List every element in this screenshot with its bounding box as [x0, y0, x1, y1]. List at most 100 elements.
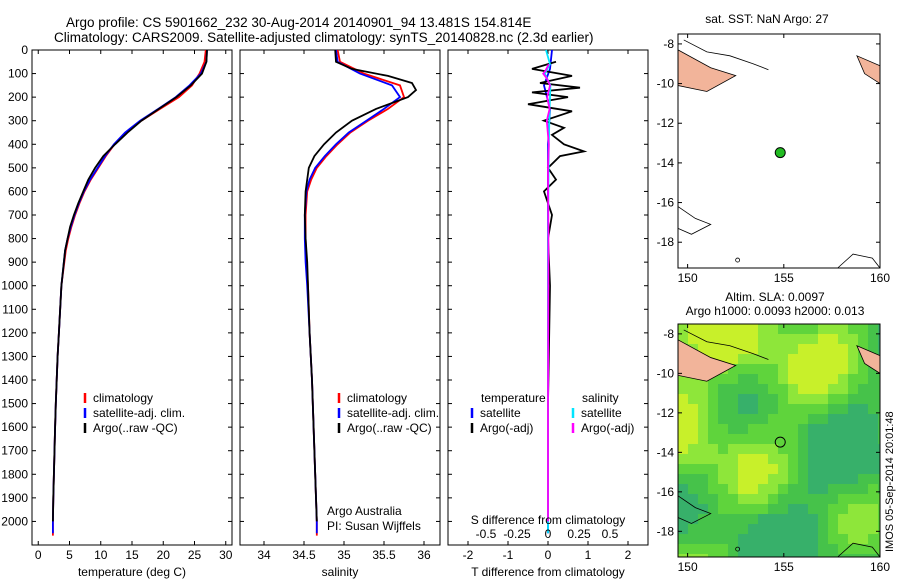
sla-cell [728, 414, 738, 424]
sla-cell [748, 474, 758, 484]
sla-cell [848, 504, 858, 514]
reef-outline [677, 495, 712, 524]
sla-cell [808, 334, 818, 344]
y-tick-label: 1800 [1, 467, 28, 481]
sla-cell [688, 514, 698, 524]
sla-cell [878, 444, 880, 454]
sla-cell [728, 454, 738, 464]
sla-cell [788, 454, 798, 464]
sla-cell [868, 504, 878, 514]
sla-cell [878, 324, 880, 334]
x-tick-label: 0 [545, 548, 552, 562]
sla-cell [708, 424, 718, 434]
sla-cell [708, 514, 718, 524]
sla-cell [838, 504, 848, 514]
sla-cell [828, 414, 838, 424]
sla-cell [818, 374, 828, 384]
sla-cell [718, 544, 728, 554]
sla-cell [738, 454, 748, 464]
sla-cell [698, 394, 708, 404]
sla-cell [818, 364, 828, 374]
sla-cell [788, 524, 798, 534]
x-tick-label: 36 [417, 548, 431, 562]
sla-cell [868, 464, 878, 474]
sla-cell [768, 494, 778, 504]
sla-cell [738, 534, 748, 544]
sla-cell [798, 524, 808, 534]
x-tick-label: 0 [35, 548, 42, 562]
sla-cell [738, 324, 748, 334]
sla-cell [788, 494, 798, 504]
sla-cell [828, 444, 838, 454]
sla-cell [708, 544, 718, 554]
sla-cell [698, 484, 708, 494]
sla-cell [808, 554, 818, 557]
sla-cell [708, 394, 718, 404]
sla-cell [728, 324, 738, 334]
sla-cell [698, 384, 708, 394]
x-tick-label: 25 [188, 548, 202, 562]
sla-cell [848, 354, 858, 364]
sla-cell [878, 434, 880, 444]
sla-cell [748, 354, 758, 364]
sla-cell [788, 394, 798, 404]
sla-cell [718, 454, 728, 464]
sla-cell [678, 504, 688, 514]
sla-cell [728, 334, 738, 344]
sla-cell [758, 374, 768, 384]
sla-cell [758, 354, 768, 364]
sla-cell [718, 384, 728, 394]
sla-cell [748, 414, 758, 424]
sla-cell [808, 354, 818, 364]
sla-cell [728, 504, 738, 514]
legend-entry: satellite-adj. clim. [347, 406, 439, 420]
sla-cell [868, 444, 878, 454]
sla-cell [708, 374, 718, 384]
legend-group-title: temperature [481, 391, 546, 405]
sla-cell [858, 544, 868, 554]
sla-cell [818, 504, 828, 514]
sla-cell [818, 334, 828, 344]
sla-cell [788, 414, 798, 424]
x-tick-label: 155 [774, 560, 794, 574]
sla-cell [698, 414, 708, 424]
island-outline [735, 257, 741, 263]
sla-cell [868, 394, 878, 404]
legend-entry: climatology [93, 391, 153, 405]
sla-cell [698, 344, 708, 354]
x-axis-label: temperature (deg C) [78, 565, 186, 579]
sla-cell [818, 394, 828, 404]
sla-cell [828, 374, 838, 384]
series-line [527, 60, 588, 522]
sla-cell [828, 424, 838, 434]
sla-cell [848, 344, 858, 354]
sla-cell [868, 344, 878, 354]
sla-cell [718, 444, 728, 454]
sla-cell [748, 554, 758, 557]
sla-cell [738, 494, 748, 504]
sla-cell [838, 344, 848, 354]
sla-cell [788, 364, 798, 374]
sla-cell [768, 364, 778, 374]
sla-cell [788, 344, 798, 354]
y-tick-label: -14 [657, 156, 675, 170]
sla-cell [818, 514, 828, 524]
sla-cell [828, 384, 838, 394]
sla-cell [708, 344, 718, 354]
sla-cell [878, 424, 880, 434]
sla-cell [798, 374, 808, 384]
sla-cell [858, 524, 868, 534]
sla-cell [758, 554, 768, 557]
sla-cell [728, 554, 738, 557]
sla-cell [848, 514, 858, 524]
x-tick-label: 150 [678, 560, 698, 574]
sla-cell [688, 504, 698, 514]
sla-cell [758, 394, 768, 404]
top-x-tick-label: 0.5 [602, 527, 619, 541]
sla-cell [708, 444, 718, 454]
sla-cell [738, 424, 748, 434]
sla-cell [798, 474, 808, 484]
sla-cell [828, 514, 838, 524]
sla-cell [758, 474, 768, 484]
sla-cell [718, 464, 728, 474]
